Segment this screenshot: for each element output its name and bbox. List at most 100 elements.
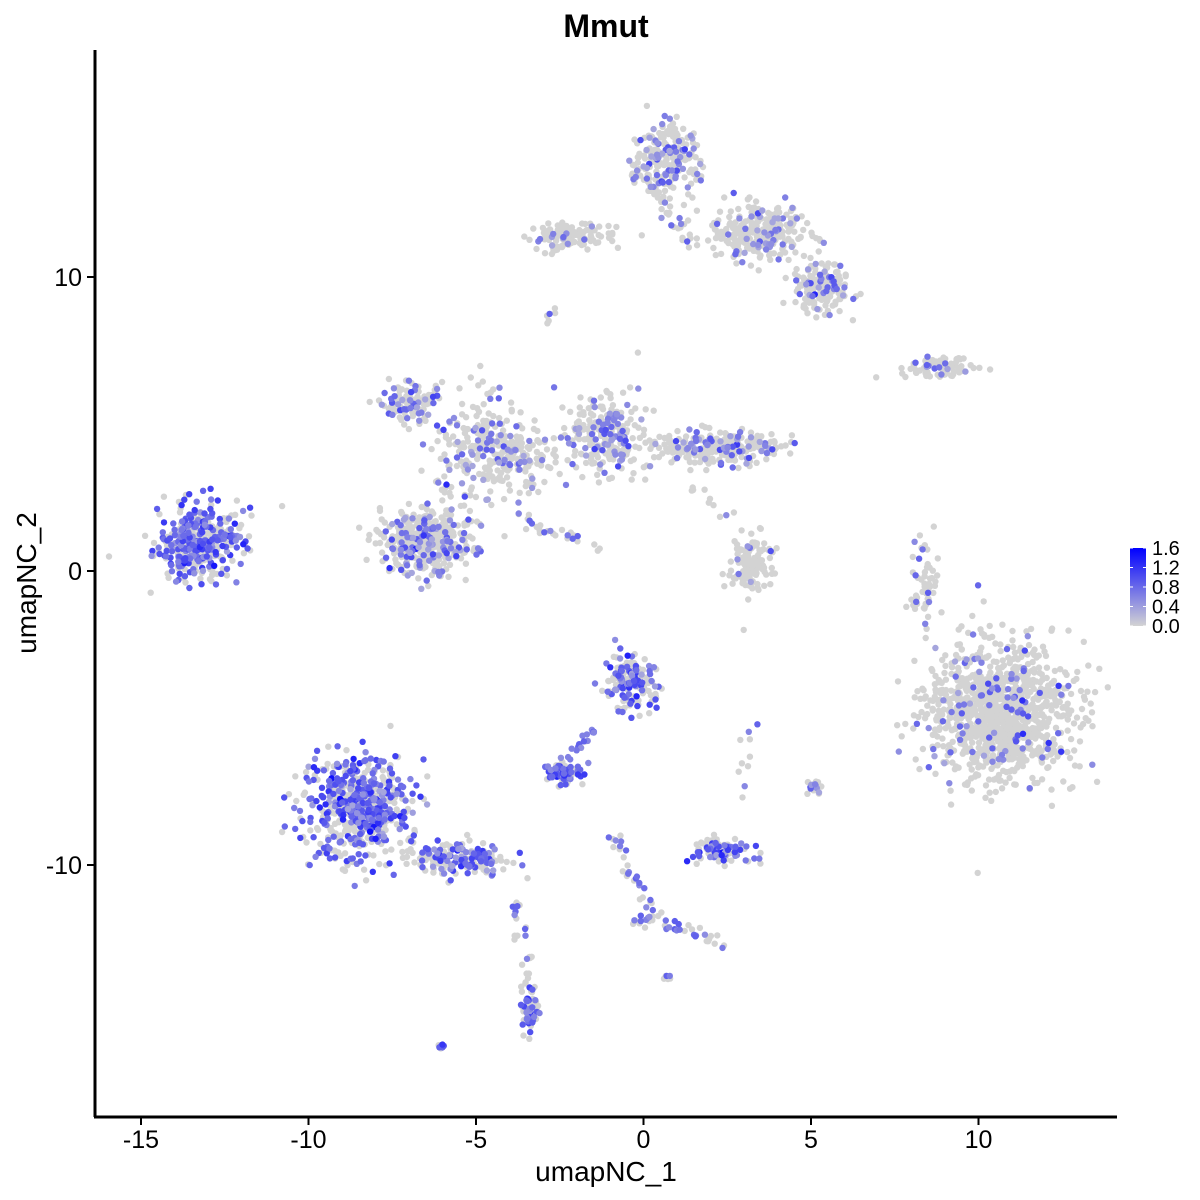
- cell-point: [365, 536, 372, 544]
- cell-point: [297, 834, 304, 842]
- cell-point: [485, 470, 493, 477]
- cell-point: [999, 621, 1006, 628]
- cell-point: [577, 394, 584, 401]
- cell-point: [1000, 662, 1008, 669]
- cell-point: [399, 848, 406, 856]
- cell-point: [702, 424, 709, 431]
- cell-point: [642, 406, 649, 413]
- cell-point: [541, 250, 549, 257]
- cell-point: [754, 241, 762, 249]
- cell-point: [729, 464, 736, 471]
- cell-point: [952, 359, 960, 366]
- cell-point: [579, 473, 586, 481]
- cell-point: [798, 213, 805, 220]
- cell-point: [911, 694, 918, 701]
- cell-point: [938, 609, 945, 616]
- cell-point: [658, 205, 665, 213]
- cell-point: [473, 551, 480, 558]
- cell-point: [591, 403, 598, 411]
- cell-point: [376, 539, 384, 547]
- cell-point: [466, 507, 474, 515]
- cell-point: [557, 434, 565, 441]
- cell-point: [947, 787, 954, 794]
- cell-point: [523, 1015, 531, 1023]
- cell-point: [969, 739, 976, 746]
- cell-point: [199, 487, 207, 494]
- cell-point: [450, 433, 457, 440]
- cell-point: [530, 1013, 538, 1021]
- cell-point: [760, 564, 767, 571]
- cell-point: [743, 235, 750, 242]
- cell-point: [597, 461, 604, 468]
- cell-point: [1089, 723, 1096, 730]
- cell-point: [397, 522, 404, 529]
- cell-point: [999, 657, 1006, 664]
- cell-point: [362, 852, 369, 859]
- cell-point: [974, 700, 981, 708]
- cell-point: [525, 511, 533, 518]
- cell-point: [1021, 680, 1029, 687]
- cell-point: [1026, 677, 1033, 684]
- cell-point: [409, 790, 416, 797]
- cell-point: [391, 812, 398, 820]
- cell-point: [658, 214, 665, 222]
- cell-point: [291, 804, 298, 812]
- cell-point: [529, 475, 536, 482]
- cell-point: [316, 804, 323, 811]
- cell-point: [380, 758, 387, 765]
- cell-point: [344, 805, 352, 813]
- cell-point: [445, 436, 453, 444]
- cell-point: [322, 801, 329, 808]
- cell-point: [528, 484, 536, 492]
- cell-point: [310, 764, 318, 771]
- cell-point: [588, 430, 596, 438]
- cell-point: [789, 204, 796, 211]
- cell-point: [208, 577, 215, 585]
- cell-point: [661, 199, 669, 206]
- cell-point: [591, 541, 598, 548]
- cell-point: [659, 179, 666, 186]
- cell-point: [949, 372, 956, 380]
- cell-point: [914, 688, 921, 695]
- cell-point: [694, 170, 701, 178]
- cell-point: [624, 420, 631, 427]
- cell-point: [325, 743, 332, 750]
- cell-point: [992, 788, 999, 796]
- cell-point: [899, 370, 906, 377]
- cell-point: [529, 986, 536, 993]
- cell-point: [534, 437, 541, 444]
- cell-point: [170, 520, 177, 527]
- cell-point: [748, 213, 755, 220]
- cell-point: [979, 733, 987, 740]
- cell-point: [781, 249, 789, 256]
- cell-point: [469, 462, 476, 470]
- cell-point: [800, 304, 807, 311]
- cell-point: [701, 486, 708, 493]
- cell-point: [394, 776, 402, 783]
- cell-point: [931, 582, 939, 589]
- cell-point: [727, 558, 734, 565]
- cell-point: [389, 411, 396, 418]
- cell-point: [192, 523, 199, 530]
- cell-point: [398, 566, 405, 573]
- cell-point: [735, 464, 742, 472]
- cell-point: [692, 154, 699, 161]
- cell-point: [1078, 705, 1086, 713]
- cell-point: [1010, 643, 1017, 651]
- cell-point: [418, 585, 425, 592]
- cell-point: [519, 862, 526, 869]
- cell-point: [426, 513, 433, 521]
- cell-point: [646, 437, 653, 444]
- cell-point: [508, 408, 515, 415]
- cell-point: [153, 505, 161, 513]
- cell-point: [697, 160, 704, 168]
- cell-point: [382, 554, 390, 561]
- cell-point: [428, 536, 436, 543]
- cell-point: [624, 862, 631, 869]
- cell-point: [831, 261, 839, 268]
- cell-point: [754, 227, 761, 234]
- cell-point: [209, 536, 216, 543]
- cell-point: [954, 715, 962, 722]
- cell-point: [488, 860, 495, 868]
- cell-point: [637, 136, 644, 144]
